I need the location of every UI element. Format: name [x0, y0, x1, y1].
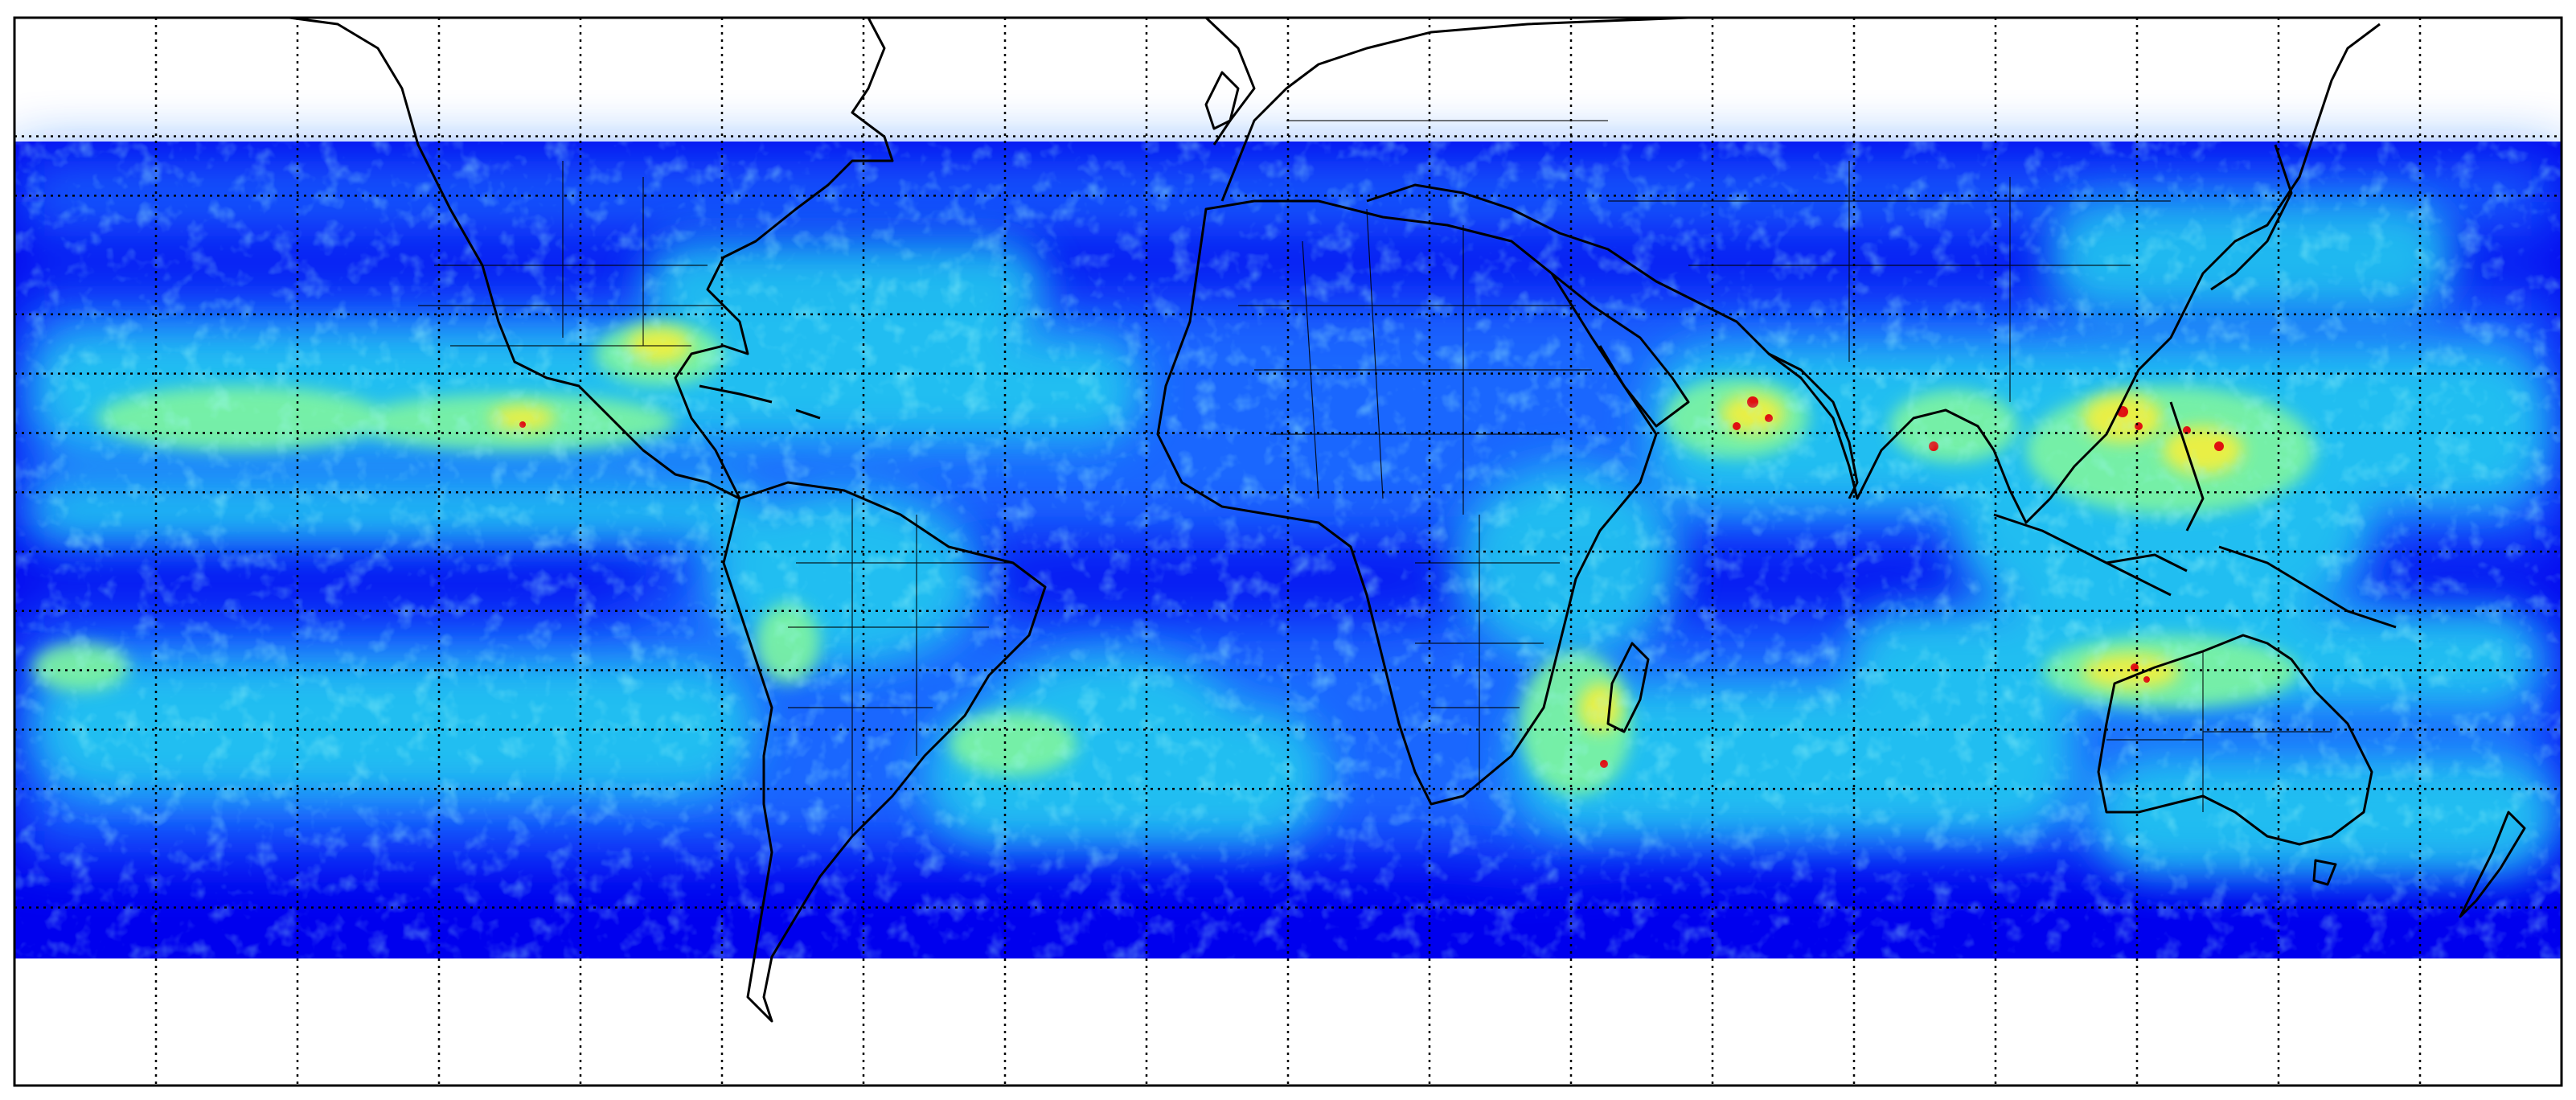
coastline-caribbean: [699, 384, 821, 420]
coastline-madagascar: [1606, 642, 1650, 733]
country-borders: [418, 120, 2332, 836]
graticule: [14, 18, 2562, 1086]
coastline-greenland: [1204, 18, 1256, 146]
coastline-eurasia: [1220, 18, 2381, 524]
coastline-japan: [2210, 144, 2293, 291]
coastline-africa: [1156, 199, 1658, 806]
coastline-australia: [2097, 634, 2373, 846]
coastline-arabia: [1551, 272, 1690, 428]
coastlines: [289, 18, 2526, 1023]
coastline-south-america: [722, 481, 1047, 1023]
coastline-british-isles: [1204, 71, 1240, 130]
coastline-tasmania: [2312, 859, 2337, 886]
coastline-philippines: [2169, 401, 2205, 532]
coastline-indonesia: [1993, 513, 2397, 629]
coastline-india: [1768, 352, 1859, 499]
coastline-north-america: [289, 18, 894, 500]
coastline-new-zealand: [2459, 811, 2526, 918]
map-frame: [13, 16, 2563, 1087]
